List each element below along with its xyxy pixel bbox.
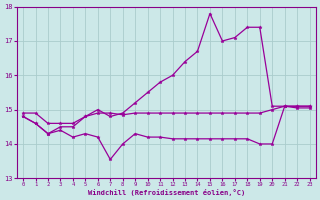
X-axis label: Windchill (Refroidissement éolien,°C): Windchill (Refroidissement éolien,°C) bbox=[88, 189, 245, 196]
